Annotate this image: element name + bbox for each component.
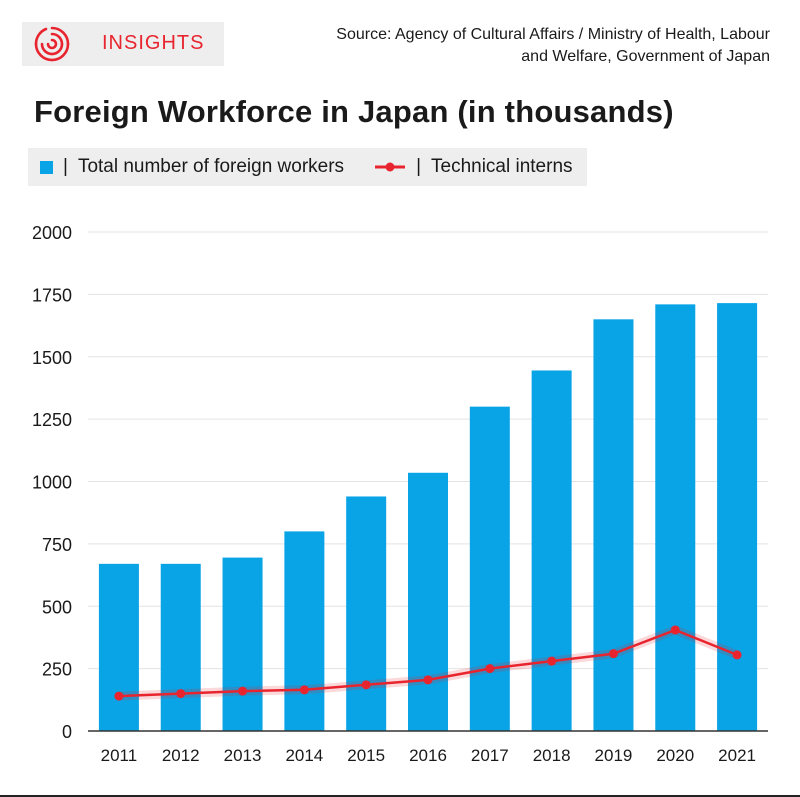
bar-swatch-icon: [40, 160, 53, 174]
bar: [593, 319, 634, 731]
line-point: [670, 625, 680, 635]
x-tick-label: 2019: [595, 746, 633, 765]
line-point: [732, 650, 742, 660]
bottom-border: [0, 795, 800, 797]
legend-separator: |: [63, 156, 68, 177]
x-tick-label: 2016: [409, 746, 447, 765]
bar: [717, 303, 758, 731]
legend-label-line: Technical interns: [431, 156, 573, 177]
x-tick-label: 2017: [471, 746, 509, 765]
line-point: [423, 675, 433, 685]
legend-item-bars: | Total number of foreign workers: [40, 156, 344, 178]
x-tick-label: 2014: [285, 746, 323, 765]
bar: [284, 531, 325, 731]
line-point: [238, 686, 248, 696]
line-point: [547, 656, 557, 666]
x-tick-label: 2021: [718, 746, 756, 765]
line-point: [361, 680, 371, 690]
x-tick-label: 2020: [656, 746, 694, 765]
y-tick-label: 500: [42, 597, 72, 617]
y-tick-label: 1750: [32, 285, 72, 305]
bar: [160, 563, 201, 731]
y-tick-label: 250: [42, 660, 72, 680]
source-line-1: Source: Agency of Cultural Affairs / Min…: [336, 26, 770, 43]
line-swatch-icon: [375, 162, 406, 172]
source-line-2: and Welfare, Government of Japan: [521, 48, 770, 65]
line-point: [485, 664, 495, 674]
bar: [222, 557, 263, 731]
legend-label-bars: Total number of foreign workers: [77, 156, 345, 177]
bar: [655, 304, 696, 731]
y-tick-label: 2000: [32, 223, 72, 243]
bar: [98, 563, 139, 731]
bar: [469, 406, 510, 731]
chart-title: Foreign Workforce in Japan (in thousands…: [34, 94, 674, 129]
line-point: [114, 691, 124, 701]
x-tick-label: 2011: [101, 746, 138, 765]
y-tick-label: 1250: [32, 410, 72, 430]
x-tick-label: 2012: [162, 746, 200, 765]
y-tick-label: 1000: [32, 473, 72, 493]
bar: [346, 496, 387, 731]
brand-logo: INSIGHTS: [22, 22, 224, 66]
y-tick-label: 750: [42, 535, 72, 555]
chart-legend: | Total number of foreign workers | Tech…: [28, 148, 587, 186]
chart-plot: 0 250 500 750 1000 1250 1500 1750 2000 2011 2012 20…: [32, 223, 768, 765]
line-point: [299, 685, 309, 695]
line-point: [176, 689, 186, 699]
insights-logo-icon: [34, 26, 70, 62]
logo-text: INSIGHTS: [102, 32, 205, 54]
x-tick-label: 2013: [224, 746, 262, 765]
x-tick-label: 2015: [347, 746, 385, 765]
legend-item-line: | Technical interns: [370, 156, 573, 178]
source-note: Source: Agency of Cultural Affairs / Min…: [250, 24, 770, 68]
y-tick-label: 0: [62, 722, 72, 742]
legend-separator: |: [416, 156, 421, 177]
line-point: [608, 649, 618, 659]
y-tick-label: 1500: [32, 348, 72, 368]
bar: [531, 370, 572, 731]
x-tick-label: 2018: [533, 746, 571, 765]
bar: [408, 472, 448, 731]
